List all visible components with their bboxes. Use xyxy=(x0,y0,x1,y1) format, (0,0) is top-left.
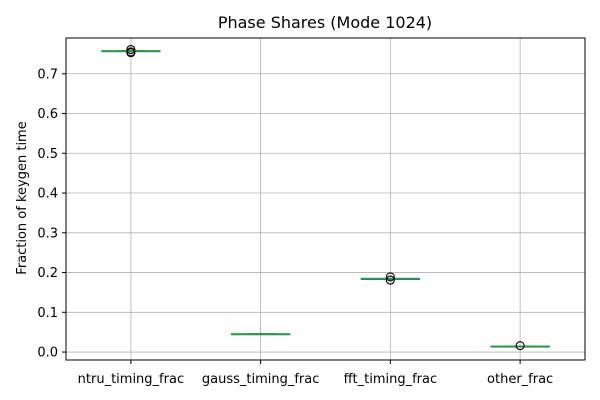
flier-point xyxy=(515,341,525,351)
y-tick-label: 0.2 xyxy=(37,266,58,281)
y-axis-label: Fraction of keygen time xyxy=(15,121,30,274)
y-tick-label: 0.5 xyxy=(37,147,58,162)
chart-title: Phase Shares (Mode 1024) xyxy=(218,13,432,32)
flier-point xyxy=(385,275,395,285)
x-ticks: ntru_timing_frac gauss_timing_frac fft_tim… xyxy=(78,360,553,387)
box-gauss_timing_frac xyxy=(230,333,291,336)
flier-point xyxy=(126,47,136,57)
x-tick-label: gauss_timing_frac xyxy=(202,372,320,387)
boxes-layer xyxy=(101,44,550,351)
box-other_frac xyxy=(490,341,550,351)
x-tick-label: fft_timing_frac xyxy=(344,372,438,387)
y-tick-label: 0.7 xyxy=(37,67,58,82)
y-tick-label: 0.3 xyxy=(37,226,58,241)
y-tick-label: 0.6 xyxy=(37,107,58,122)
box-ntru_timing_frac xyxy=(101,44,161,58)
x-tick-label: ntru_timing_frac xyxy=(78,372,184,387)
y-tick-label: 0.0 xyxy=(37,346,58,361)
box-fft_timing_frac xyxy=(360,272,421,285)
y-tick-label: 0.1 xyxy=(37,306,58,321)
y-tick-label: 0.4 xyxy=(37,187,58,202)
plot-frame xyxy=(65,37,586,361)
y-ticks: 0.0 0.1 0.2 0.3 0.4 0.5 0.6 0.7 xyxy=(37,67,66,361)
x-tick-label: other_frac xyxy=(487,372,553,387)
flier-point xyxy=(126,44,136,55)
grid-lines xyxy=(66,38,585,360)
flier-point xyxy=(385,272,395,282)
